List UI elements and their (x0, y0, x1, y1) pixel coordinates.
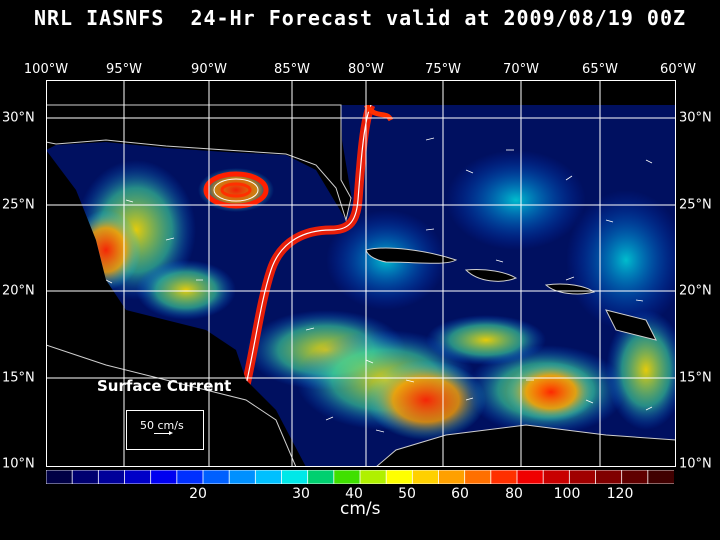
lat-label-right: 10°N (679, 456, 712, 472)
map-title: NRL IASNFS 24-Hr Forecast valid at 2009/… (33, 6, 687, 30)
current-map (46, 80, 676, 467)
lon-label: 75°W (425, 62, 461, 77)
colorbar-swatch (359, 470, 388, 484)
colorbar-swatch (464, 470, 492, 484)
colorbar-swatch (97, 470, 126, 484)
lat-label-left: 30°N (2, 110, 35, 126)
legend-title: Surface Current (97, 377, 232, 395)
colorbar-swatch (254, 470, 283, 484)
colorbar-swatch (333, 470, 361, 484)
colorbar-swatch (228, 470, 257, 484)
lat-label-right: 25°N (679, 197, 712, 213)
colorbar-tick-label: 50 (398, 486, 416, 502)
colorbar-swatch (438, 470, 466, 484)
colorbar-swatch (124, 470, 152, 484)
graticule (46, 80, 676, 467)
lat-label-right: 20°N (679, 283, 712, 299)
colorbar-swatch (202, 470, 231, 484)
colorbar-swatch (71, 470, 100, 484)
land-masses (46, 104, 676, 467)
lon-label: 80°W (348, 62, 384, 77)
colorbar (46, 470, 674, 484)
colorbar-swatch (411, 470, 440, 484)
lat-label-left: 10°N (2, 456, 35, 472)
colorbar-swatch (568, 470, 597, 484)
colorbar-swatch (621, 470, 649, 484)
lat-label-right: 15°N (679, 370, 712, 386)
colorbar-tick-label: 30 (292, 486, 310, 502)
colorbar-swatch (46, 470, 74, 484)
lon-label: 100°W (23, 62, 69, 77)
colorbar-swatch (647, 470, 674, 484)
colorbar-unit: cm/s (340, 499, 381, 519)
colorbar-swatch (516, 470, 545, 484)
map-frame (46, 80, 676, 467)
lon-label: 65°W (582, 62, 618, 77)
legend-scale-box (126, 410, 204, 450)
lat-label-left: 15°N (2, 370, 35, 386)
lon-label: 60°W (660, 62, 696, 77)
lon-label: 90°W (191, 62, 227, 77)
lat-label-left: 25°N (2, 197, 35, 213)
colorbar-swatch (176, 470, 204, 484)
lat-label-left: 20°N (2, 283, 35, 299)
colorbar-swatch (490, 470, 518, 484)
lat-label-right: 30°N (679, 110, 712, 126)
colorbar-swatch (595, 470, 623, 484)
legend-arrow-icon (154, 431, 173, 435)
colorbar-swatch (307, 470, 335, 484)
lon-label: 70°W (503, 62, 539, 77)
colorbar-tick-label: 100 (553, 486, 581, 502)
colorbar-tick-label: 60 (451, 486, 469, 502)
legend-scale-label: 50 cm/s (140, 419, 184, 432)
colorbar-swatch (150, 470, 178, 484)
colorbar-swatch (385, 470, 414, 484)
lon-label: 85°W (274, 62, 310, 77)
colorbar-swatch (281, 470, 309, 484)
lon-label: 95°W (106, 62, 142, 77)
colorbar-tick-label: 80 (505, 486, 523, 502)
colorbar-tick-label: 120 (606, 486, 634, 502)
colorbar-tick-label: 20 (189, 486, 207, 502)
colorbar-swatch (542, 470, 571, 484)
colorbar-tick-label: 40 (345, 486, 363, 502)
